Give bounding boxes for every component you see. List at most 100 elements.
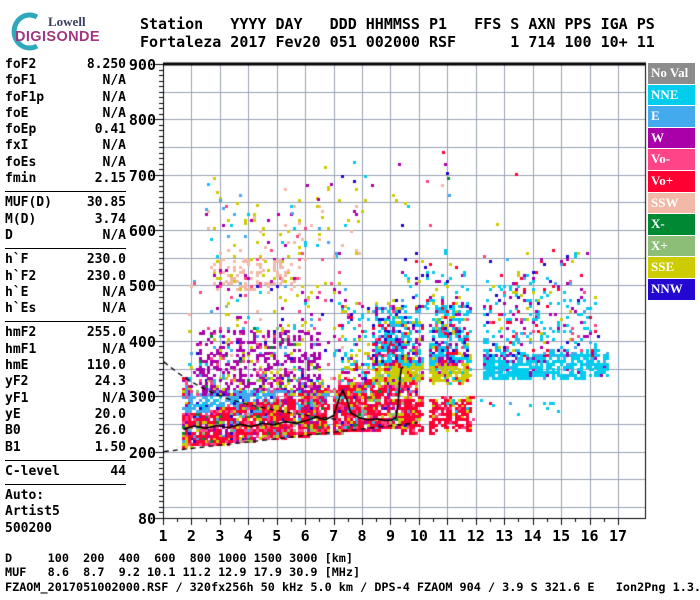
parameter-row: D N/A (5, 228, 126, 244)
x-axis-label: 9 (385, 527, 395, 545)
parameter-value: N/A (102, 390, 126, 406)
y-axis-label: 800 (128, 111, 156, 130)
x-axis-label: 7 (329, 527, 339, 545)
logo-lowell-text: Lowell (48, 14, 86, 29)
group-divider (5, 321, 126, 323)
doppler-color-legend: No Val NNE E W Vo- Vo+ SSW X- X+ SSE NNW (648, 63, 695, 301)
parameter-value: N/A (102, 154, 126, 170)
parameter-value: N/A (102, 73, 126, 89)
parameter-row: Artist5 (5, 504, 126, 520)
parameter-row: hmF1 N/A (5, 342, 126, 358)
y-axis-label: 80 (137, 510, 156, 528)
parameter-value: 3.74 (94, 211, 126, 227)
parameter-label: B0 (5, 423, 21, 439)
y-axis-label: 400 (128, 332, 156, 351)
parameter-value: N/A (102, 284, 126, 300)
logo-digisonde-text: DIGISONDE (15, 29, 100, 45)
parameter-row: Auto: (5, 488, 126, 504)
footer-distance-row: D 100 200 400 600 800 1000 1500 3000 [km… (5, 551, 354, 565)
parameter-row: foEs N/A (5, 155, 126, 171)
group-divider (5, 248, 126, 250)
legend-item-w: W (648, 127, 695, 149)
parameter-panel: foF2 8.250 foF1 N/A foF1p N/A foE N/A foEp 0.41 fx… (5, 57, 126, 537)
y-axis-label: 700 (128, 166, 156, 185)
parameter-value: 8.250 (86, 57, 126, 72)
parameter-row: fmin 2.15 (5, 171, 126, 187)
parameter-label: h`E (5, 284, 29, 300)
parameter-label: yE (5, 406, 21, 422)
x-axis-label: 1 (158, 527, 168, 545)
parameter-label: h`F (5, 252, 29, 268)
y-axis-label: 300 (128, 388, 156, 407)
parameter-label: yF1 (5, 390, 29, 406)
station-header-columns: Station YYYY DAY DDD HHMMSS P1 FFS S AXN… (140, 15, 655, 33)
parameter-label: fmin (5, 171, 37, 187)
parameter-value: 30.85 (86, 195, 126, 211)
parameter-row: 500200 (5, 521, 126, 537)
parameter-row: foF1 N/A (5, 73, 126, 89)
legend-item-e: E (648, 106, 695, 127)
x-axis-label: 8 (357, 527, 367, 545)
x-axis-label: 17 (608, 527, 628, 545)
parameter-row: foF2 8.250 (5, 57, 126, 73)
parameter-label: foF1p (5, 89, 45, 105)
x-axis-label: 10 (409, 527, 428, 545)
parameter-value: 230.0 (86, 268, 126, 284)
logo-arc-icon (11, 12, 39, 51)
parameter-value: N/A (102, 138, 126, 154)
parameter-value: 255.0 (86, 325, 126, 341)
legend-item-x+: X+ (648, 235, 695, 257)
y-axis-label: 500 (128, 277, 156, 296)
parameter-value: 24.3 (94, 374, 126, 390)
parameter-row: B1 1.50 (5, 440, 126, 456)
parameter-label: foEs (5, 154, 37, 170)
parameter-label: hmF2 (5, 325, 37, 341)
parameter-value: N/A (102, 105, 126, 121)
parameter-row: M(D) 3.74 (5, 212, 126, 228)
parameter-row: foEp 0.41 (5, 122, 126, 138)
parameter-label: 500200 (5, 520, 52, 536)
parameter-row: B0 26.0 (5, 423, 126, 439)
parameter-value: 26.0 (94, 423, 126, 439)
parameter-value: N/A (102, 227, 126, 243)
legend-item-noval: No Val (648, 63, 695, 84)
parameter-label: D (5, 227, 13, 243)
x-axis-label: 6 (300, 527, 310, 545)
group-divider (5, 191, 126, 193)
footer-muf-row: MUF 8.6 8.7 9.2 10.1 11.2 12.9 17.9 30.9… (5, 565, 361, 579)
parameter-label: hmE (5, 358, 29, 374)
parameter-label: foE (5, 105, 29, 121)
parameter-value: 44 (110, 463, 126, 479)
parameter-row: hmF2 255.0 (5, 325, 126, 341)
parameter-label: Auto: (5, 488, 45, 504)
x-axis-label: 11 (438, 527, 457, 545)
parameter-row: yF2 24.3 (5, 374, 126, 390)
parameter-row: fxI N/A (5, 138, 126, 154)
parameter-value: 230.0 (86, 252, 126, 268)
parameter-row: h`E N/A (5, 285, 126, 301)
parameter-label: B1 (5, 439, 21, 455)
parameter-row: foF1p N/A (5, 90, 126, 106)
parameter-label: Artist5 (5, 504, 60, 520)
station-header-values: Fortaleza 2017 Fev20 051 002000 RSF 1 71… (140, 33, 655, 51)
parameter-row: h`F 230.0 (5, 252, 126, 268)
parameter-value: 1.50 (94, 439, 126, 455)
x-axis-label: 3 (215, 527, 225, 545)
legend-item-vo-: Vo- (648, 149, 695, 170)
parameter-value: N/A (102, 301, 126, 317)
x-axis-label: 14 (523, 527, 542, 545)
footer-status-line: FZAOM_2017051002000.RSF / 320fx256h 50 k… (5, 580, 700, 594)
parameter-value: 20.0 (94, 406, 126, 422)
legend-item-sse: SSE (648, 257, 695, 278)
parameter-row: h`Es N/A (5, 301, 126, 317)
parameter-row: hmE 110.0 (5, 358, 126, 374)
x-axis-label: 5 (272, 527, 282, 545)
y-axis-label: 600 (128, 222, 156, 241)
x-axis-label: 12 (466, 527, 485, 545)
parameter-label: foF2 (5, 57, 37, 72)
parameter-row: foE N/A (5, 106, 126, 122)
x-axis-label: 13 (495, 527, 514, 545)
parameter-row: h`F2 230.0 (5, 269, 126, 285)
group-divider (5, 484, 126, 486)
